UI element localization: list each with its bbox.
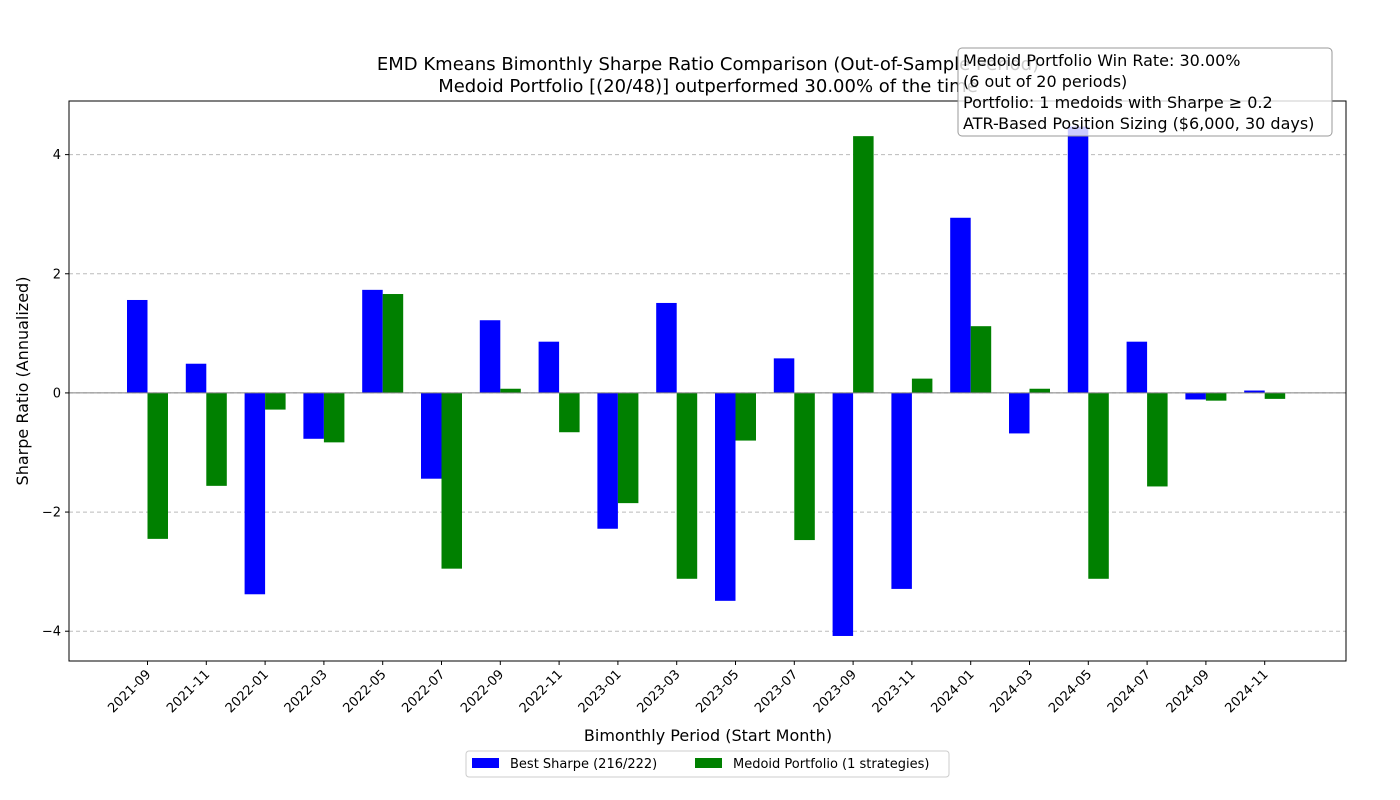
bar-best-sharpe-2024-05 — [1067, 126, 1089, 393]
y-tick-label: −2 — [42, 506, 61, 521]
plot-area-frame — [68, 100, 1347, 662]
bar-medoid-portfolio-2022-11 — [559, 392, 580, 433]
bar-medoid-portfolio-2022-01 — [265, 392, 286, 410]
chart-title: EMD Kmeans Bimonthly Sharpe Ratio Compar… — [377, 54, 1039, 75]
bar-medoid-portfolio-2022-09 — [500, 388, 521, 393]
bar-medoid-portfolio-2023-05 — [735, 392, 756, 441]
bar-best-sharpe-2022-01 — [244, 392, 266, 595]
bar-medoid-portfolio-2023-01 — [617, 392, 639, 504]
legend-label-best-sharpe: Best Sharpe (216/222) — [510, 757, 657, 772]
bar-best-sharpe-2024-03 — [1009, 392, 1030, 434]
legend-swatch-medoid-portfolio — [695, 758, 722, 768]
bar-best-sharpe-2023-05 — [715, 392, 736, 601]
bar-best-sharpe-2024-01 — [950, 217, 971, 393]
y-tick-label: 4 — [53, 148, 61, 163]
y-tick-label: 2 — [53, 267, 61, 282]
bar-best-sharpe-2024-07 — [1126, 341, 1148, 393]
bar-best-sharpe-2023-07 — [773, 358, 795, 393]
bar-best-sharpe-2022-05 — [362, 289, 383, 393]
legend-swatch-best-sharpe — [472, 758, 499, 768]
bar-best-sharpe-2024-11 — [1244, 390, 1265, 393]
legend: Best Sharpe (216/222) Medoid Portfolio (… — [465, 750, 950, 778]
bar-medoid-portfolio-2023-11 — [911, 378, 933, 393]
bar-best-sharpe-2021-11 — [185, 363, 207, 393]
y-axis-label: Sharpe Ratio (Annualized) — [13, 277, 32, 486]
bar-medoid-portfolio-2024-09 — [1205, 392, 1227, 401]
bar-medoid-portfolio-2021-09 — [147, 392, 168, 539]
bar-best-sharpe-2022-07 — [421, 392, 442, 479]
bars — [127, 126, 1286, 636]
bar-medoid-portfolio-2022-03 — [323, 392, 345, 443]
bar-best-sharpe-2024-09 — [1185, 392, 1206, 400]
bar-medoid-portfolio-2023-09 — [853, 136, 874, 393]
y-tick-label: 0 — [53, 386, 61, 401]
bar-medoid-portfolio-2024-05 — [1088, 392, 1109, 579]
bar-best-sharpe-2022-09 — [479, 320, 501, 393]
bar-medoid-portfolio-2022-05 — [382, 294, 404, 393]
bar-medoid-portfolio-2024-11 — [1264, 392, 1286, 399]
bar-best-sharpe-2023-09 — [832, 392, 854, 636]
bar-best-sharpe-2023-11 — [891, 392, 912, 589]
stats-win-rate: Medoid Portfolio Win Rate: 30.00% — [963, 51, 1241, 70]
bar-best-sharpe-2022-03 — [303, 392, 324, 439]
stats-portfolio: Portfolio: 1 medoids with Sharpe ≥ 0.2 — [963, 93, 1273, 112]
stats-periods: (6 out of 20 periods) — [963, 72, 1127, 91]
bar-medoid-portfolio-2023-07 — [794, 392, 815, 541]
chart-subtitle: Medoid Portfolio [(20/48)] outperformed … — [438, 76, 978, 97]
y-axis-ticks: −4 −2 0 2 4 — [42, 148, 69, 640]
legend-label-medoid-portfolio: Medoid Portfolio (1 strategies) — [733, 757, 930, 772]
bar-medoid-portfolio-2021-11 — [206, 392, 227, 486]
x-axis-label: Bimonthly Period (Start Month) — [584, 726, 832, 745]
bar-medoid-portfolio-2024-03 — [1029, 388, 1050, 393]
bar-medoid-portfolio-2023-03 — [676, 392, 698, 579]
bar-best-sharpe-2023-03 — [656, 302, 677, 393]
bar-medoid-portfolio-2022-07 — [441, 392, 462, 569]
bar-medoid-portfolio-2024-07 — [1147, 392, 1168, 487]
stats-annotation-box: Medoid Portfolio Win Rate: 30.00% (6 out… — [957, 47, 1333, 137]
bar-medoid-portfolio-2024-01 — [970, 326, 992, 393]
bar-best-sharpe-2023-01 — [597, 392, 618, 529]
y-tick-label: −4 — [42, 625, 61, 640]
bar-best-sharpe-2021-09 — [127, 299, 148, 393]
bar-best-sharpe-2022-11 — [538, 341, 560, 393]
stats-position-sizing: ATR-Based Position Sizing ($6,000, 30 da… — [963, 114, 1314, 133]
